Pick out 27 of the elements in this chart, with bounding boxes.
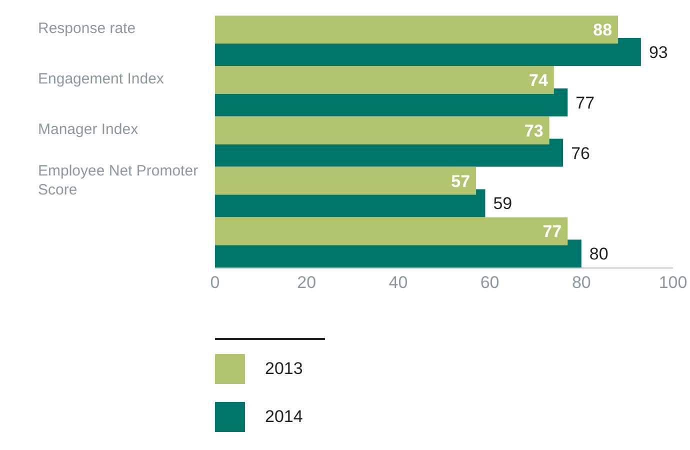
data-label: 80 [589,244,608,264]
y-tick-label: Engagement Index [38,70,164,88]
x-tick-label: 0 [210,273,220,292]
y-tick-label: Manager Index [38,121,139,138]
data-label: 73 [524,121,544,140]
x-tick-label: 20 [297,273,316,292]
data-label: 57 [451,172,470,191]
data-label: 59 [493,194,512,214]
data-label: 88 [593,20,612,40]
bar [215,66,554,94]
bar [215,166,476,195]
x-tick-label: 100 [658,273,688,292]
legend-label: 2013 [265,359,303,379]
data-label: 76 [571,144,590,163]
x-tick-label: 80 [572,273,591,292]
legend-label: 2014 [265,407,303,427]
y-tick-label: Response rate [38,20,136,38]
y-tick-label: Employee Net Promoter Score [38,162,198,198]
data-label: 77 [542,222,562,242]
bar [215,116,550,144]
bar [215,16,618,44]
x-tick-label: 60 [480,273,500,292]
bar [215,217,568,246]
data-label: 93 [648,43,668,62]
data-label: 74 [529,71,548,90]
x-tick-label: 40 [388,273,408,292]
data-label: 77 [576,93,595,112]
